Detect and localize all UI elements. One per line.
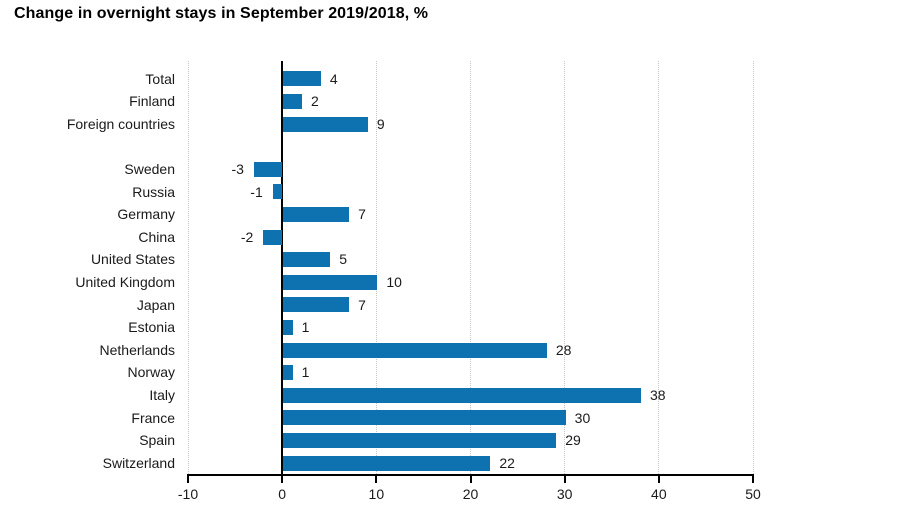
x-axis-tick-label: 40 xyxy=(651,486,667,502)
value-label: 1 xyxy=(301,364,310,381)
value-label: 28 xyxy=(555,341,572,358)
gridline xyxy=(187,61,189,474)
bar xyxy=(283,455,491,471)
value-label: 4 xyxy=(329,70,338,87)
value-label: 7 xyxy=(358,206,366,223)
category-label: Foreign countries xyxy=(66,115,175,132)
bar xyxy=(283,252,331,268)
category-label: France xyxy=(131,409,175,426)
category-label: Italy xyxy=(149,386,175,403)
x-axis-tick xyxy=(281,474,284,483)
category-label: Norway xyxy=(127,364,175,381)
bar xyxy=(283,297,350,313)
category-label: Sweden xyxy=(124,160,175,177)
category-label: Switzerland xyxy=(102,454,175,471)
bar xyxy=(283,432,557,448)
bar xyxy=(283,365,293,381)
bar xyxy=(272,184,283,200)
bar xyxy=(283,206,350,222)
zero-baseline xyxy=(281,61,284,476)
category-label: Japan xyxy=(136,296,175,313)
bar xyxy=(283,116,368,132)
gridline xyxy=(375,61,377,474)
value-label: 2 xyxy=(311,93,319,110)
bar xyxy=(253,161,283,177)
category-label: Russia xyxy=(132,183,175,200)
bar xyxy=(283,387,641,403)
x-axis-tick-label: 0 xyxy=(278,486,287,502)
category-label: Estonia xyxy=(128,319,175,336)
category-label: United Kingdom xyxy=(75,273,175,290)
chart-title: Change in overnight stays in September 2… xyxy=(14,5,429,22)
category-label: Finland xyxy=(129,93,175,110)
category-label: Germany xyxy=(117,206,175,223)
bar xyxy=(283,71,321,87)
value-label: 1 xyxy=(301,319,310,336)
value-label: 22 xyxy=(499,454,515,471)
x-axis-tick xyxy=(563,474,566,483)
x-axis-tick-label: 10 xyxy=(368,486,385,502)
value-label: -1 xyxy=(250,183,263,200)
x-axis-tick-label: 20 xyxy=(462,486,479,502)
value-label: 29 xyxy=(565,432,581,449)
x-axis-tick xyxy=(375,474,378,483)
x-axis-tick xyxy=(469,474,472,483)
value-label: 10 xyxy=(386,273,402,290)
value-label: 7 xyxy=(358,296,366,313)
value-label: 9 xyxy=(376,115,385,132)
category-label: Spain xyxy=(139,432,175,449)
gridline xyxy=(752,61,754,474)
x-axis-tick-label: 50 xyxy=(745,486,761,502)
bar xyxy=(283,410,566,426)
category-label: China xyxy=(138,228,175,245)
x-axis-tick-label: 30 xyxy=(556,486,573,502)
x-axis-tick xyxy=(187,474,189,483)
bar xyxy=(283,274,378,290)
category-label: Total xyxy=(145,70,175,87)
bar xyxy=(263,229,283,245)
category-label: United States xyxy=(90,251,175,268)
gridline xyxy=(470,61,471,474)
value-label: 30 xyxy=(574,409,591,426)
bar xyxy=(283,93,302,109)
x-axis-tick-label: -10 xyxy=(177,486,199,502)
gridline xyxy=(564,61,566,474)
category-label: Netherlands xyxy=(99,341,176,358)
value-label: -3 xyxy=(231,160,244,177)
value-label: 38 xyxy=(650,386,666,403)
gridline xyxy=(658,61,660,474)
bar xyxy=(283,319,293,335)
x-axis-tick xyxy=(752,474,754,483)
bar xyxy=(283,342,547,358)
value-label: 5 xyxy=(339,251,348,268)
value-label: -2 xyxy=(240,228,254,245)
x-axis-tick xyxy=(657,474,660,483)
